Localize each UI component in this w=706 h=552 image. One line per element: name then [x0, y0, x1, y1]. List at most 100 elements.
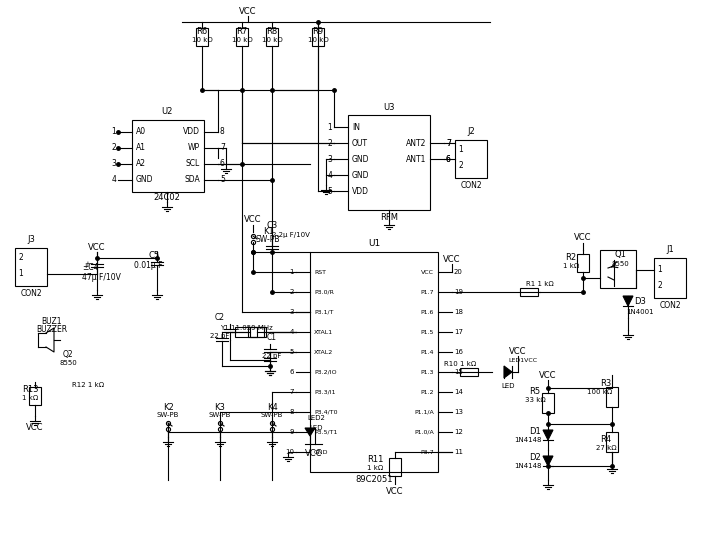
Text: GND: GND — [314, 449, 328, 454]
Text: 1: 1 — [112, 128, 116, 136]
Text: 1: 1 — [18, 269, 23, 279]
Text: Q1: Q1 — [614, 250, 626, 258]
Text: Q2: Q2 — [63, 351, 73, 359]
Text: LED: LED — [501, 383, 515, 389]
Text: 22 pF: 22 pF — [210, 333, 229, 339]
Text: ANT2: ANT2 — [406, 139, 426, 147]
Text: GND: GND — [136, 176, 153, 184]
Text: XTAL1: XTAL1 — [314, 330, 333, 335]
Text: A0: A0 — [136, 128, 146, 136]
Text: 9: 9 — [289, 429, 294, 435]
Text: 8: 8 — [289, 409, 294, 415]
Bar — [577, 254, 589, 272]
Text: P3.7: P3.7 — [420, 449, 434, 454]
Text: SW-PB: SW-PB — [256, 236, 280, 245]
Text: +: + — [84, 261, 90, 267]
Text: 22 pF: 22 pF — [263, 353, 282, 359]
Text: XTAL2: XTAL2 — [314, 349, 333, 354]
Bar — [132, 120, 204, 192]
Bar — [196, 28, 208, 46]
Text: C5: C5 — [148, 251, 160, 259]
Text: D3: D3 — [634, 298, 646, 306]
Text: 0.01μ F: 0.01μ F — [133, 261, 162, 269]
Polygon shape — [543, 456, 553, 466]
Text: VCC: VCC — [539, 370, 557, 380]
Text: J2: J2 — [467, 128, 475, 136]
Text: VCC: VCC — [509, 348, 527, 357]
Text: 6: 6 — [446, 155, 451, 163]
Text: J1: J1 — [666, 246, 674, 254]
Text: 6: 6 — [446, 155, 451, 163]
Text: R3: R3 — [600, 380, 611, 389]
Text: SW-PB: SW-PB — [157, 412, 179, 418]
Text: 1: 1 — [289, 269, 294, 275]
Text: K3: K3 — [215, 402, 225, 411]
Bar — [389, 458, 401, 476]
Text: K2: K2 — [162, 402, 174, 411]
Text: RFM: RFM — [380, 213, 398, 221]
Text: 89C2051: 89C2051 — [355, 475, 393, 485]
Text: 5: 5 — [327, 187, 332, 195]
Text: 8550: 8550 — [59, 360, 77, 366]
Text: P3.0/R: P3.0/R — [314, 289, 334, 295]
Bar — [348, 115, 430, 210]
Text: 7: 7 — [220, 144, 225, 152]
Text: 27 kΩ: 27 kΩ — [596, 445, 616, 451]
Text: VCC: VCC — [443, 256, 461, 264]
Text: R6: R6 — [196, 28, 208, 36]
Text: GND: GND — [352, 155, 369, 163]
Text: 2: 2 — [657, 282, 662, 290]
Text: 2: 2 — [459, 162, 463, 171]
Text: 2.2μ F/10V: 2.2μ F/10V — [272, 232, 310, 238]
Text: D1: D1 — [529, 427, 541, 437]
Text: 10: 10 — [285, 449, 294, 455]
Text: P1.5: P1.5 — [421, 330, 434, 335]
Bar — [606, 432, 618, 452]
Text: CON2: CON2 — [659, 300, 681, 310]
Text: C2: C2 — [215, 314, 225, 322]
Text: LED2: LED2 — [307, 415, 325, 421]
Text: 12: 12 — [454, 429, 463, 435]
Text: 24C02: 24C02 — [154, 194, 181, 203]
Text: P1.4: P1.4 — [421, 349, 434, 354]
Text: VCC: VCC — [386, 487, 404, 496]
Text: 1 kΩ: 1 kΩ — [22, 395, 38, 401]
Text: 10 kO: 10 kO — [262, 37, 282, 43]
Text: 1N4001: 1N4001 — [626, 309, 654, 315]
Text: IN: IN — [352, 123, 360, 131]
Text: K4: K4 — [267, 402, 277, 411]
Text: A1: A1 — [136, 144, 146, 152]
Text: 7: 7 — [289, 389, 294, 395]
Text: CON2: CON2 — [460, 181, 481, 189]
Text: 10 kO: 10 kO — [308, 37, 328, 43]
Text: VCC: VCC — [421, 269, 434, 274]
Text: P1.6: P1.6 — [421, 310, 434, 315]
Text: RST: RST — [314, 269, 326, 274]
Text: SW-PB: SW-PB — [261, 412, 283, 418]
Bar — [266, 28, 278, 46]
Polygon shape — [305, 428, 315, 436]
Text: P3.5/T1: P3.5/T1 — [314, 429, 337, 434]
Text: 1N4148: 1N4148 — [514, 463, 542, 469]
Text: 10 kO: 10 kO — [191, 37, 213, 43]
Text: R11: R11 — [367, 455, 383, 464]
Bar — [250, 327, 266, 337]
Text: P3.3/I1: P3.3/I1 — [314, 390, 335, 395]
Text: 1 kΩ: 1 kΩ — [367, 465, 383, 471]
Text: GND: GND — [352, 171, 369, 179]
Text: VDD: VDD — [352, 187, 369, 195]
Text: VCC: VCC — [26, 423, 44, 433]
Text: LED: LED — [309, 425, 323, 431]
Text: VCC: VCC — [574, 233, 592, 242]
Text: ANT1: ANT1 — [406, 155, 426, 163]
Text: R13: R13 — [22, 385, 38, 395]
Text: 10 kO: 10 kO — [232, 37, 252, 43]
Text: VCC: VCC — [244, 215, 262, 225]
Bar — [460, 368, 478, 376]
Text: 18: 18 — [454, 309, 463, 315]
Text: R8: R8 — [266, 28, 277, 36]
Text: 17: 17 — [454, 329, 463, 335]
Text: 11: 11 — [454, 449, 463, 455]
Text: P1.7: P1.7 — [421, 289, 434, 295]
Polygon shape — [504, 366, 512, 378]
